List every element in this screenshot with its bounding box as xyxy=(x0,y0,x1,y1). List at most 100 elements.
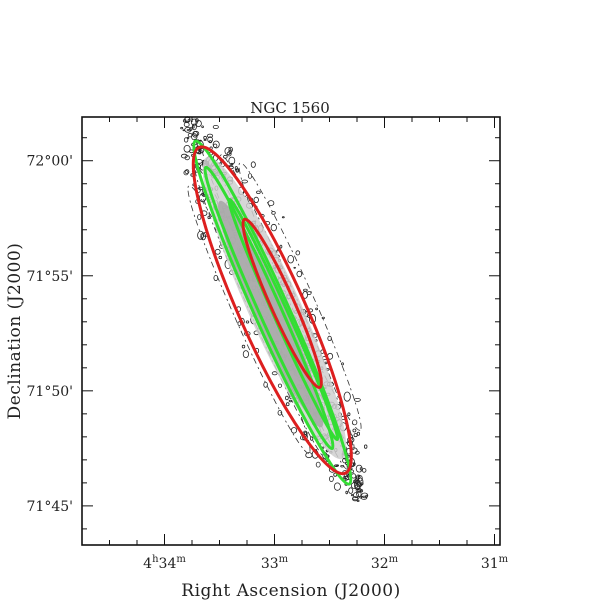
noise-contour xyxy=(351,496,359,502)
noise-contour xyxy=(245,320,250,324)
noise-contour xyxy=(191,123,197,131)
noise-contour xyxy=(306,291,312,296)
noise-contour xyxy=(353,433,358,438)
noise-contour xyxy=(356,431,360,436)
noise-contour xyxy=(359,489,364,493)
noise-contour xyxy=(315,307,319,311)
noise-contour xyxy=(235,168,240,173)
red-contour-outer xyxy=(191,145,353,476)
noise-contour xyxy=(203,135,207,140)
noise-contour xyxy=(184,169,190,175)
noise-contour xyxy=(212,140,220,149)
noise-contour xyxy=(180,126,184,130)
noise-contour xyxy=(198,148,202,152)
noise-contour xyxy=(250,161,256,168)
x-tick-label: 33m xyxy=(261,554,289,572)
noise-contour xyxy=(201,192,205,196)
noise-contour xyxy=(279,244,283,249)
green-contour-mid xyxy=(203,165,335,451)
noise-contour xyxy=(270,223,277,232)
y-tick-label: 71°45' xyxy=(27,499,73,515)
noise-contour xyxy=(277,409,283,416)
noise-contour xyxy=(182,129,186,132)
noise-contour xyxy=(353,397,361,402)
noise-contour xyxy=(359,467,363,471)
noise-contour xyxy=(201,125,204,129)
noise-contour xyxy=(355,482,363,487)
red-contour-inner xyxy=(241,217,323,390)
noise-contour xyxy=(355,487,362,493)
noise-contour xyxy=(183,122,190,128)
y-axis-ticks xyxy=(82,137,500,530)
noise-contour xyxy=(183,145,191,153)
x-axis-ticks xyxy=(81,117,495,545)
noise-contour xyxy=(355,464,363,473)
noise-contour xyxy=(293,266,297,269)
noise-contour xyxy=(285,395,289,401)
noise-contour xyxy=(271,371,278,376)
green-contour-outer xyxy=(192,139,353,486)
noise-contour xyxy=(333,482,341,491)
noise-contour xyxy=(203,138,207,141)
noise-contour xyxy=(190,118,198,126)
noise-contour xyxy=(290,427,298,434)
noise-contour xyxy=(324,361,328,365)
noise-contour xyxy=(180,153,188,159)
noise-contour xyxy=(310,436,314,441)
noise-contour xyxy=(315,461,321,468)
noise-contour xyxy=(197,230,205,240)
x-tick-labels: 4h34m 33m 32m 31m xyxy=(143,554,509,572)
noise-contour xyxy=(207,136,213,143)
noise-contour xyxy=(228,146,233,153)
x-tick-label: 4h34m xyxy=(143,554,186,572)
noise-contour xyxy=(352,428,357,433)
noise-contour xyxy=(287,255,295,264)
noise-contour xyxy=(296,270,303,278)
noise-contour xyxy=(192,125,195,129)
noise-contour xyxy=(359,496,363,499)
noise-contour xyxy=(197,214,202,221)
noise-contour xyxy=(354,483,361,490)
noise-contour xyxy=(305,452,313,459)
noise-contour xyxy=(186,129,190,131)
plot-area xyxy=(180,116,369,502)
noise-contour xyxy=(345,490,349,495)
grey-emission-core xyxy=(218,200,324,428)
noise-contour xyxy=(212,125,219,130)
noise-contour xyxy=(335,464,339,467)
red-contours xyxy=(191,145,353,476)
noise-contour xyxy=(277,383,283,388)
noise-contour xyxy=(256,190,261,194)
noise-contour xyxy=(228,156,236,165)
noise-contour xyxy=(218,255,223,260)
noise-contour xyxy=(242,350,249,359)
noise-contour xyxy=(360,495,368,500)
noise-contour xyxy=(271,211,276,215)
noise-contour xyxy=(352,419,358,426)
noise-contour xyxy=(295,250,301,256)
y-tick-label: 71°50' xyxy=(27,384,73,400)
noise-contour xyxy=(183,137,189,143)
noise-contour xyxy=(195,120,202,128)
noise-contour xyxy=(253,196,259,203)
noise-contour xyxy=(357,475,363,482)
chart-title: NGC 1560 xyxy=(250,99,330,117)
noise-contour xyxy=(207,215,211,220)
noise-contour xyxy=(357,489,362,493)
noise-contour xyxy=(347,412,351,417)
x-tick-label: 31m xyxy=(481,554,509,572)
noise-contour xyxy=(263,381,268,388)
noise-contour xyxy=(361,492,369,499)
noise-contour xyxy=(202,194,206,197)
noise-contour xyxy=(303,288,308,292)
noise-contour xyxy=(356,499,360,502)
noise-contour xyxy=(364,444,368,449)
noise-contour xyxy=(224,147,232,156)
noise-contour xyxy=(206,133,214,138)
noise-contour xyxy=(281,216,285,219)
plot-frame xyxy=(81,116,501,546)
noise-contour xyxy=(192,131,199,138)
y-tick-label: 72°00' xyxy=(27,154,73,170)
y-tick-label: 71°55' xyxy=(27,269,73,285)
